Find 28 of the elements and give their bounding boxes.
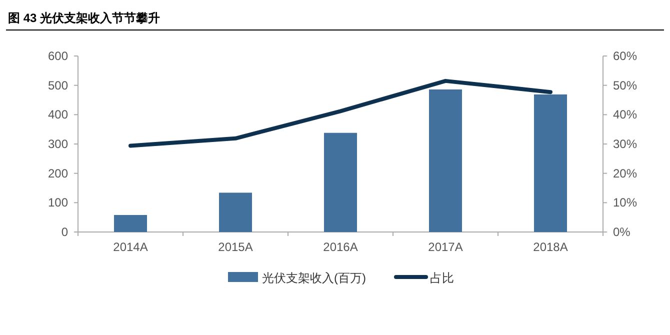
y-tick-label: 400 [48,108,68,122]
y-tick-label: 0 [61,225,68,239]
y-tick-label: 200 [48,166,68,180]
y2-tick-label: 50% [613,78,638,92]
y2-tick-label: 30% [613,137,638,151]
x-tick-label: 2017A [428,240,463,254]
y2-tick-label: 0% [613,225,631,239]
bar [534,94,567,232]
x-tick-label: 2014A [113,240,148,254]
legend-label: 占比 [430,271,454,285]
y2-tick-label: 10% [613,196,638,210]
legend-label: 光伏支架收入(百万) [262,271,366,285]
y-tick-label: 300 [48,137,68,151]
x-tick-label: 2015A [218,240,253,254]
y-tick-label: 600 [48,49,68,63]
y-tick-label: 100 [48,196,68,210]
chart-title: 图 43 光伏支架收入节节攀升 [8,11,160,25]
y-tick-label: 500 [48,78,68,92]
line-series [128,78,552,148]
x-tick-label: 2018A [533,240,568,254]
y2-tick-label: 60% [613,49,638,63]
x-tick-label: 2016A [323,240,358,254]
bar [324,132,357,232]
y2-tick-label: 40% [613,108,638,122]
y2-tick-label: 20% [613,166,638,180]
bar [429,89,462,232]
bar [114,214,147,232]
bar [219,192,252,232]
